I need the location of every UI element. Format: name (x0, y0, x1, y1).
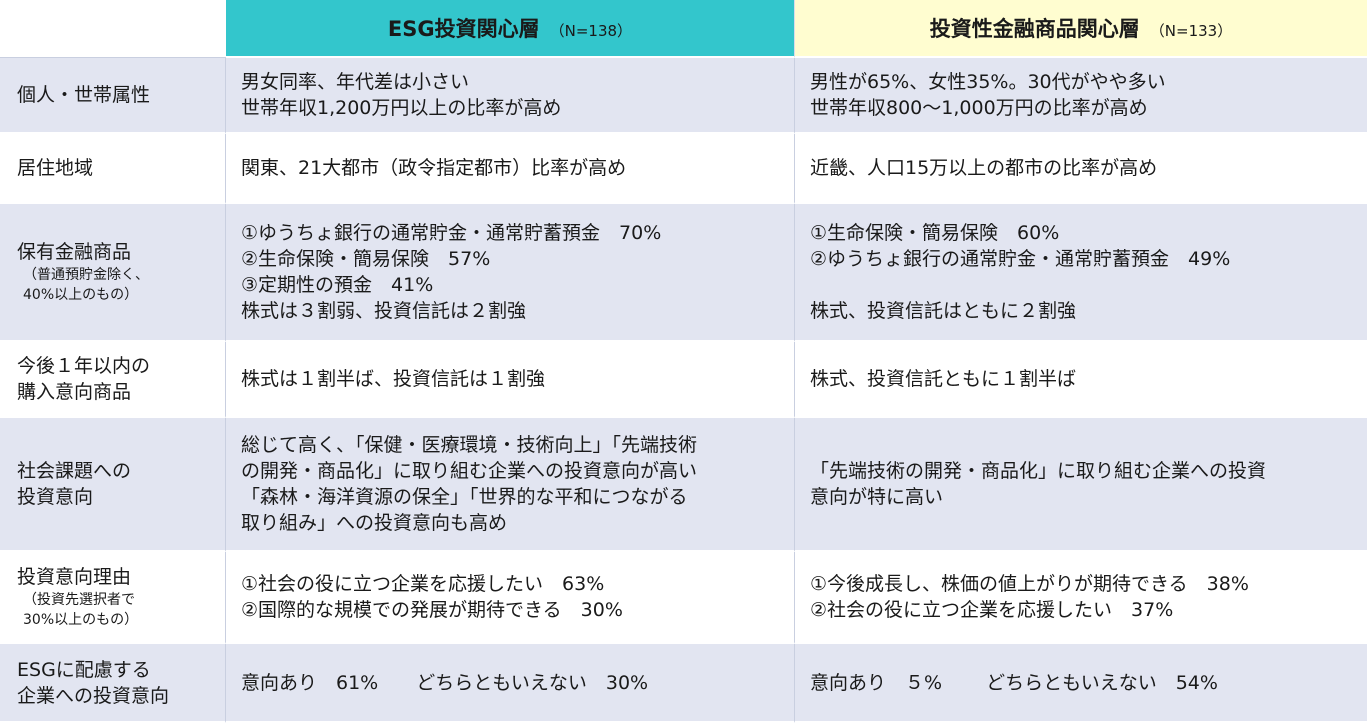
row-label: 社会課題への 投資意向 (0, 418, 226, 552)
investment-cell: 近畿、人口15万以上の都市の比率が高め (795, 134, 1367, 204)
esg-cell: 株式は１割半ば、投資信託は１割強 (226, 342, 795, 418)
header-esg-title: ESG投資関心層 (387, 17, 540, 41)
row-label-line: 企業への投資意向 (17, 684, 170, 707)
header-investment-title: 投資性金融商品関心層 (929, 17, 1140, 41)
investment-cell: ①今後成長し、株価の値上がりが期待できる 38% ②社会の役に立つ企業を応援したい… (795, 552, 1367, 644)
row-label: 個人・世帯属性 (0, 58, 226, 134)
row-label-line: 投資意向理由 (17, 566, 132, 588)
investment-cell: 意向あり ５% どちらともいえない 54% (795, 644, 1367, 723)
investment-cell: 男性が65%、女性35%。30代がやや多い 世帯年収800～1,000万円の比率が… (795, 58, 1367, 134)
row-label-line: 投資意向 (17, 486, 94, 508)
esg-cell-line: 関東、21大都市（政令指定都市）比率が高め (241, 157, 627, 179)
row-label: 投資意向理由 （投資先選択者で 30%以上のもの） (0, 552, 226, 644)
esg-cell-line: ①ゆうちょ銀行の通常貯金・通常貯蓄預金 70% (241, 222, 662, 244)
row-label-line: 今後１年以内の (17, 355, 151, 377)
investment-cell-line: 株式、投資信託はともに２割強 (810, 300, 1077, 322)
investment-cell-line: 男性が65%、女性35%。30代がやや多い (810, 71, 1166, 93)
esg-cell: 男女同率、年代差は小さい世帯年収1,200万円以上の比率が高め (226, 58, 795, 134)
esg-cell: 意向あり 61% どちらともいえない 30% (226, 644, 795, 723)
investment-cell-line (810, 272, 1355, 298)
investment-cell: 株式、投資信託ともに１割半ば (795, 342, 1367, 418)
esg-cell-line: 世帯年収1,200万円以上の比率が高め (241, 97, 562, 119)
header-blank-cell (0, 0, 226, 58)
esg-cell-line: 意向あり 61% どちらともいえない 30% (241, 671, 649, 694)
row-label: 居住地域 (0, 134, 226, 204)
header-investment: 投資性金融商品関心層 （N=133） (795, 0, 1367, 58)
header-investment-n: （N=133） (1149, 21, 1233, 40)
row-label-sub-line: （投資先選択者で (23, 592, 135, 608)
investment-cell-line: 株式、投資信託ともに１割半ば (810, 368, 1077, 390)
esg-cell-line: ②生命保険・簡易保険 57% (241, 248, 491, 270)
row-label-sub-line: （普通預貯金除く、 (23, 267, 149, 283)
investment-cell-line: ②社会の役に立つ企業を応援したい 37% (810, 599, 1174, 621)
investment-cell-line: 「先端技術の開発・商品化」に取り組む企業への投資 (810, 460, 1267, 482)
row-label-line: 居住地域 (17, 157, 94, 179)
row-label-line: 購入意向商品 (17, 381, 132, 403)
row-label-sub-line: 30%以上のもの） (23, 612, 139, 628)
esg-cell-line: 取り組み」への投資意向も高め (241, 512, 508, 534)
esg-cell-line: 男女同率、年代差は小さい (241, 71, 470, 93)
row-label-sub-line: 40%以上のもの） (23, 287, 139, 303)
esg-cell-line: ③定期性の預金 41% (241, 274, 434, 296)
row-label-line: 個人・世帯属性 (17, 84, 151, 106)
header-esg: ESG投資関心層 （N=138） (226, 0, 795, 58)
row-label: ESGに配慮する 企業への投資意向 (0, 644, 226, 723)
esg-cell-line: 株式は３割弱、投資信託は２割強 (241, 300, 527, 322)
investment-cell-line: 世帯年収800～1,000万円の比率が高め (810, 97, 1148, 119)
investment-cell-line: ②ゆうちょ銀行の通常貯金・通常貯蓄預金 49% (810, 248, 1231, 270)
investment-cell: 「先端技術の開発・商品化」に取り組む企業への投資 意向が特に高い (795, 418, 1367, 552)
row-label-line: ESGに配慮する (17, 658, 151, 681)
esg-cell-line: ①社会の役に立つ企業を応援したい 63% (241, 573, 605, 595)
investment-cell-line: 意向あり ５% どちらともいえない 54% (810, 671, 1218, 694)
esg-cell-line: の開発・商品化」に取り組む企業への投資意向が高い (241, 460, 698, 482)
esg-cell: ①社会の役に立つ企業を応援したい 63% ②国際的な規模での発展が期待できる 30… (226, 552, 795, 644)
esg-cell-line: ②国際的な規模での発展が期待できる 30% (241, 599, 623, 621)
esg-cell-line: 株式は１割半ば、投資信託は１割強 (241, 368, 546, 390)
row-label: 保有金融商品 （普通預貯金除く、 40%以上のもの） (0, 204, 226, 342)
esg-cell: 関東、21大都市（政令指定都市）比率が高め (226, 134, 795, 204)
esg-cell: 総じて高く、「保健・医療環境・技術向上」「先端技術 の開発・商品化」に取り組む企業… (226, 418, 795, 552)
row-label: 今後１年以内の 購入意向商品 (0, 342, 226, 418)
investment-cell-line: ①今後成長し、株価の値上がりが期待できる 38% (810, 573, 1249, 595)
investment-cell-line: 近畿、人口15万以上の都市の比率が高め (810, 157, 1158, 179)
investment-cell-line: ①生命保険・簡易保険 60% (810, 222, 1060, 244)
investment-cell: ①生命保険・簡易保険 60% ②ゆうちょ銀行の通常貯金・通常貯蓄預金 49% 株式、… (795, 204, 1367, 342)
header-esg-n: （N=138） (549, 21, 633, 40)
esg-cell-line: 総じて高く、「保健・医療環境・技術向上」「先端技術 (241, 434, 698, 456)
esg-cell: ①ゆうちょ銀行の通常貯金・通常貯蓄預金 70% ②生命保険・簡易保険 57% ③定期… (226, 204, 795, 342)
row-label-line: 保有金融商品 (17, 241, 132, 263)
esg-cell-line: 「森林・海洋資源の保全」「世界的な平和につながる (241, 486, 688, 508)
investment-cell-line: 意向が特に高い (810, 486, 944, 508)
row-label-line: 社会課題への (17, 460, 132, 482)
